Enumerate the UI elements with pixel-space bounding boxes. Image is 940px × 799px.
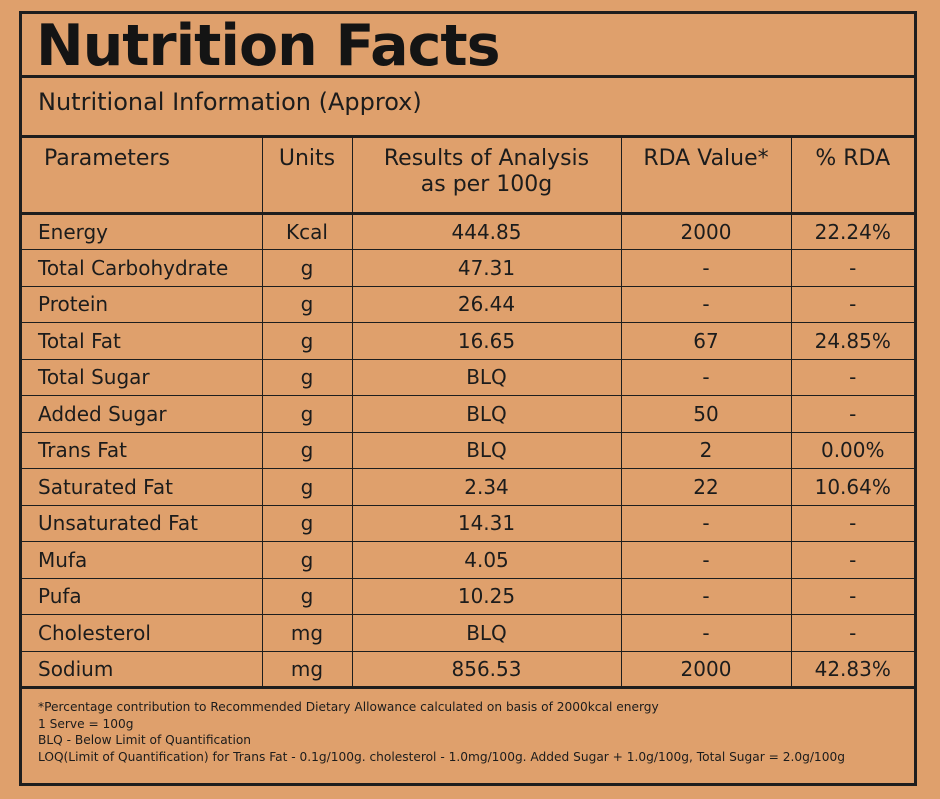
unit-cell: g [262, 541, 353, 579]
result-cell: 2.34 [352, 468, 622, 506]
percent-rda-cell: - [791, 249, 914, 287]
nutrition-label: Nutrition Facts Nutritional Information … [19, 11, 917, 786]
unit-cell: g [262, 432, 353, 469]
table-row: Energy Kcal 444.85 2000 22.24% [22, 213, 914, 250]
percent-rda-cell: - [791, 395, 914, 433]
result-cell: 16.65 [352, 322, 622, 360]
percent-rda-cell: 42.83% [791, 651, 914, 689]
rda-cell: 2 [621, 432, 792, 469]
result-cell: BLQ [352, 359, 622, 396]
header-rda-value: RDA Value* [621, 138, 792, 215]
unit-cell: g [262, 322, 353, 360]
table-row: Sodium mg 856.53 2000 42.83% [22, 651, 914, 689]
header-results: Results of Analysis as per 100g [352, 138, 622, 215]
rda-cell: - [621, 578, 792, 615]
percent-rda-cell: 10.64% [791, 468, 914, 506]
parameter-cell: Cholesterol [22, 614, 263, 652]
unit-cell: g [262, 505, 353, 542]
percent-rda-cell: - [791, 505, 914, 542]
unit-cell: mg [262, 651, 353, 689]
parameter-cell: Saturated Fat [22, 468, 263, 506]
header-units: Units [262, 138, 353, 215]
header-parameters: Parameters [22, 138, 263, 215]
rda-cell: 67 [621, 322, 792, 360]
result-cell: BLQ [352, 614, 622, 652]
percent-rda-cell: - [791, 359, 914, 396]
table-row: Total Fat g 16.65 67 24.85% [22, 322, 914, 360]
footnote-rda-basis: *Percentage contribution to Recommended … [38, 700, 659, 714]
result-cell: 26.44 [352, 286, 622, 323]
parameter-cell: Energy [22, 213, 263, 250]
unit-cell: g [262, 249, 353, 287]
table-header-row: Parameters Units Results of Analysis as … [22, 138, 914, 215]
parameter-cell: Total Fat [22, 322, 263, 360]
footnote-serve-size: 1 Serve = 100g [38, 716, 134, 731]
nutrition-facts-title: Nutrition Facts [22, 14, 914, 78]
unit-cell: g [262, 578, 353, 615]
rda-cell: 50 [621, 395, 792, 433]
result-cell: BLQ [352, 395, 622, 433]
rda-cell: 2000 [621, 213, 792, 250]
parameter-cell: Unsaturated Fat [22, 505, 263, 542]
rda-cell: 2000 [621, 651, 792, 689]
parameter-cell: Protein [22, 286, 263, 323]
footnote-blq: BLQ - Below Limit of Quantification [38, 733, 252, 747]
rda-cell: - [621, 541, 792, 579]
result-cell: 10.25 [352, 578, 622, 615]
rda-cell: 22 [621, 468, 792, 506]
parameter-cell: Trans Fat [22, 432, 263, 469]
parameter-cell: Added Sugar [22, 395, 263, 433]
table-row: Unsaturated Fat g 14.31 - - [22, 505, 914, 542]
table-row: Mufa g 4.05 - - [22, 541, 914, 579]
percent-rda-cell: - [791, 541, 914, 579]
unit-cell: g [262, 468, 353, 506]
result-cell: 856.53 [352, 651, 622, 689]
nutritional-information-subtitle: Nutritional Information (Approx) [22, 78, 914, 138]
result-cell: 47.31 [352, 249, 622, 287]
table-row: Added Sugar g BLQ 50 - [22, 395, 914, 433]
table-row: Protein g 26.44 - - [22, 286, 914, 323]
unit-cell: Kcal [262, 213, 353, 250]
result-cell: BLQ [352, 432, 622, 469]
percent-rda-cell: - [791, 286, 914, 323]
percent-rda-cell: 0.00% [791, 432, 914, 469]
percent-rda-cell: 24.85% [791, 322, 914, 360]
unit-cell: g [262, 286, 353, 323]
result-cell: 4.05 [352, 541, 622, 579]
result-cell: 444.85 [352, 213, 622, 250]
percent-rda-cell: - [791, 614, 914, 652]
rda-cell: - [621, 359, 792, 396]
table-row: Total Sugar g BLQ - - [22, 359, 914, 396]
parameter-cell: Sodium [22, 651, 263, 689]
rda-cell: - [621, 614, 792, 652]
parameter-cell: Pufa [22, 578, 263, 615]
parameter-cell: Total Carbohydrate [22, 249, 263, 287]
unit-cell: mg [262, 614, 353, 652]
unit-cell: g [262, 395, 353, 433]
rda-cell: - [621, 286, 792, 323]
table-row: Trans Fat g BLQ 2 0.00% [22, 432, 914, 469]
rda-cell: - [621, 249, 792, 287]
parameter-cell: Total Sugar [22, 359, 263, 396]
percent-rda-cell: - [791, 578, 914, 615]
parameter-cell: Mufa [22, 541, 263, 579]
footnotes: *Percentage contribution to Recommended … [22, 689, 914, 765]
result-cell: 14.31 [352, 505, 622, 542]
footnote-loq: LOQ(Limit of Quantification) for Trans F… [38, 749, 845, 764]
table-row: Total Carbohydrate g 47.31 - - [22, 249, 914, 287]
rda-cell: - [621, 505, 792, 542]
table-row: Pufa g 10.25 - - [22, 578, 914, 615]
percent-rda-cell: 22.24% [791, 213, 914, 250]
header-percent-rda: % RDA [791, 138, 914, 215]
table-row: Cholesterol mg BLQ - - [22, 614, 914, 652]
unit-cell: g [262, 359, 353, 396]
table-row: Saturated Fat g 2.34 22 10.64% [22, 468, 914, 506]
nutrition-table: Parameters Units Results of Analysis as … [22, 138, 914, 689]
